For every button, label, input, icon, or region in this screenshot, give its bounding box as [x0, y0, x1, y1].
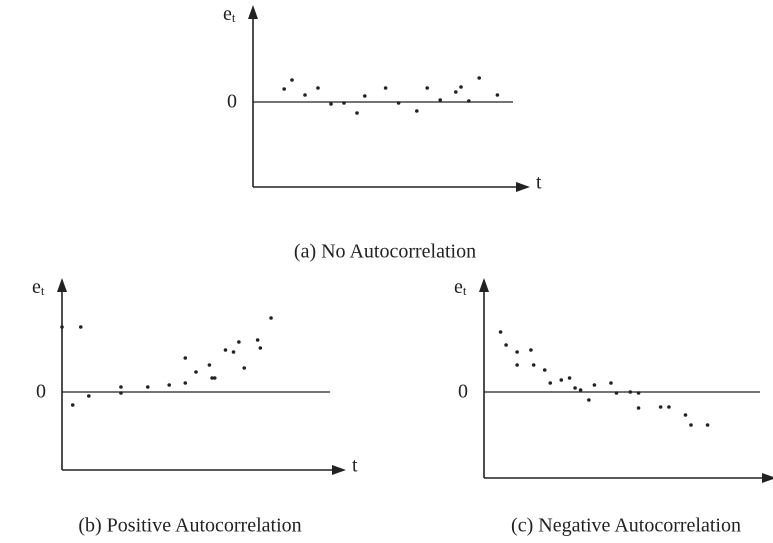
- y-axis-label-base: e: [32, 276, 41, 298]
- point: [87, 394, 91, 398]
- point: [183, 381, 188, 385]
- point: [614, 391, 619, 395]
- x-axis-arrow: [332, 465, 346, 475]
- panel-title: (a) No Autocorrelation: [294, 241, 476, 263]
- point: [467, 99, 471, 103]
- point: [119, 391, 123, 395]
- point: [231, 350, 236, 354]
- point: [258, 346, 263, 350]
- y-tick-label: 0: [36, 381, 46, 403]
- panel: ett 0 (c) Negative Autocorrelation: [454, 276, 773, 537]
- point: [573, 386, 577, 390]
- x-axis-arrow: [762, 473, 773, 483]
- point: [667, 405, 671, 409]
- point: [210, 376, 214, 380]
- x-axis-arrow: [516, 182, 530, 192]
- point: [242, 366, 247, 370]
- point: [167, 383, 171, 387]
- y-axis-label: et: [454, 276, 467, 298]
- point: [194, 370, 198, 374]
- y-axis-arrow: [57, 278, 67, 292]
- point: [636, 391, 641, 395]
- point: [383, 86, 388, 90]
- point: [459, 85, 463, 89]
- point: [303, 93, 307, 97]
- point: [342, 101, 346, 105]
- point: [290, 78, 294, 82]
- point: [425, 86, 430, 90]
- panel-title: (c) Negative Autocorrelation: [511, 515, 741, 537]
- y-axis-arrow: [248, 5, 258, 19]
- y-tick-label: 0: [458, 381, 468, 403]
- point: [531, 363, 536, 367]
- point: [592, 383, 597, 387]
- y-axis-label-sub: t: [41, 283, 45, 298]
- point: [515, 363, 519, 367]
- point: [223, 348, 228, 352]
- y-axis-label-base: e: [223, 3, 232, 25]
- point: [237, 340, 241, 344]
- point: [705, 423, 710, 427]
- point: [329, 102, 333, 106]
- point: [183, 356, 188, 360]
- point: [438, 98, 443, 102]
- y-axis-label-sub: t: [463, 283, 467, 298]
- panel-title: (b) Positive Autocorrelation: [78, 515, 301, 537]
- point: [609, 381, 613, 385]
- y-axis-label: et: [32, 276, 45, 298]
- point: [559, 378, 564, 382]
- point: [316, 86, 320, 90]
- y-tick-label: 0: [227, 91, 237, 113]
- point: [628, 390, 633, 394]
- point: [454, 90, 458, 94]
- point: [498, 330, 503, 334]
- point: [567, 376, 572, 380]
- point: [78, 325, 83, 329]
- point: [515, 350, 519, 354]
- y-axis-label: et: [223, 3, 236, 25]
- point: [683, 413, 688, 417]
- point: [542, 368, 547, 372]
- y-axis-label-sub: t: [232, 10, 236, 25]
- point: [282, 87, 287, 91]
- point: [495, 93, 500, 97]
- x-axis-label: t: [536, 172, 542, 194]
- point: [255, 338, 260, 342]
- point: [415, 109, 419, 113]
- point: [578, 388, 583, 392]
- point: [636, 406, 641, 410]
- point: [658, 405, 663, 409]
- point: [587, 398, 591, 402]
- point: [396, 101, 401, 105]
- point: [145, 385, 150, 389]
- point: [529, 348, 533, 352]
- point: [207, 363, 212, 367]
- point: [689, 423, 693, 427]
- y-axis-arrow: [479, 278, 489, 292]
- point: [212, 376, 217, 380]
- point: [477, 76, 482, 80]
- point: [363, 94, 367, 98]
- point: [269, 316, 273, 320]
- point: [70, 403, 75, 407]
- x-axis-label: t: [352, 455, 358, 477]
- point: [548, 381, 553, 385]
- y-axis-label-base: e: [454, 276, 463, 298]
- point: [119, 385, 123, 389]
- point: [355, 111, 359, 115]
- point: [504, 343, 508, 347]
- point: [60, 325, 64, 329]
